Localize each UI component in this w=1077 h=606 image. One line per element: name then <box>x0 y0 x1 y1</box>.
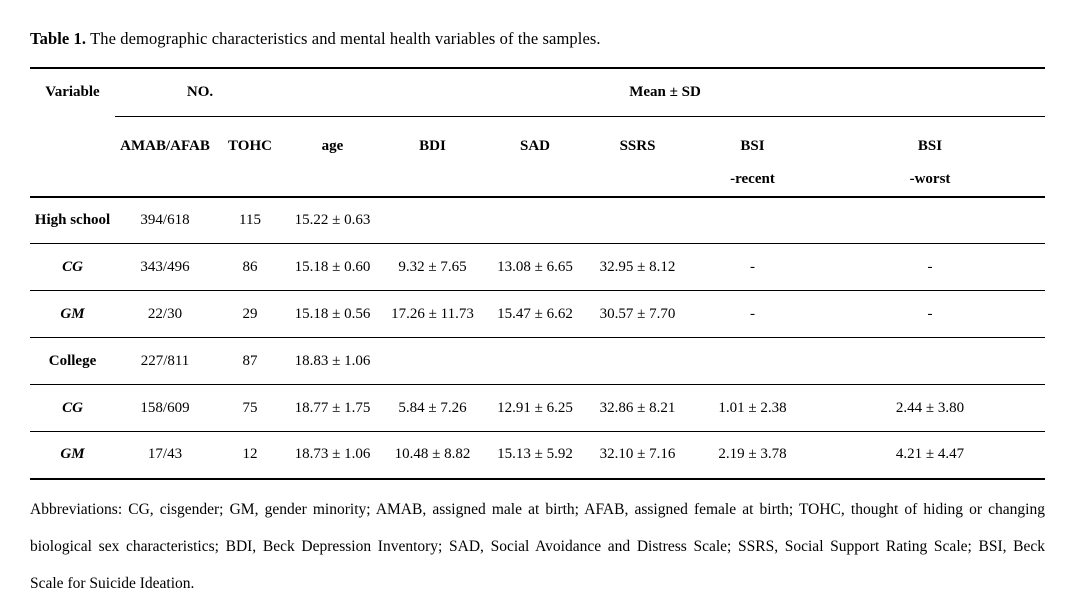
table-cell <box>815 196 1046 244</box>
table-cell <box>585 337 690 385</box>
table-row-col-cg: CG 158/609 75 18.77 ± 1.75 5.84 ± 7.26 1… <box>30 384 1046 432</box>
row-label: GM <box>60 446 85 463</box>
table-cell: 15.13 ± 5.92 <box>497 446 573 463</box>
table-cell: 158/609 <box>115 384 215 432</box>
footnote-line: biological sex characteristics; BDI, Bec… <box>30 537 1045 555</box>
header-empty <box>30 116 115 198</box>
table-row-high-school: High school 394/618 115 15.22 ± 0.63 <box>30 196 1046 244</box>
header-amab-afab: AMAB/AFAB <box>115 116 215 198</box>
header-columns-row: AMAB/AFAB TOHC age BDI SAD SSRS BSI -rec… <box>30 116 1046 198</box>
abbreviations-footnote: Abbreviations: CG, cisgender; GM, gender… <box>30 491 1045 602</box>
table-cell: 13.08 ± 6.65 <box>485 243 585 291</box>
table-cell: - <box>690 243 815 291</box>
row-label: High school <box>30 196 115 244</box>
header-bsi-recent-line1: BSI <box>740 137 765 154</box>
footnote-line: Scale for Suicide Ideation. <box>30 574 195 592</box>
header-tohc: TOHC <box>215 116 285 198</box>
row-label: CG <box>30 384 115 432</box>
table-row-col-gm: GM 17/43 12 18.73 ± 1.06 10.48 ± 8.82 15… <box>30 432 1045 479</box>
table-cell: 15.47 ± 6.62 <box>485 290 585 338</box>
table-cell: 17.26 ± 11.73 <box>380 290 485 338</box>
table-cell: 87 <box>215 337 285 385</box>
header-mean-sd: Mean ± SD <box>285 68 1046 117</box>
row-label: College <box>30 337 115 385</box>
header-variable: Variable <box>45 84 100 100</box>
row-label: GM <box>30 290 115 338</box>
table-cell: 18.77 ± 1.75 <box>285 384 380 432</box>
table-cell: 29 <box>215 290 285 338</box>
table-cell: 2.44 ± 3.80 <box>815 384 1046 432</box>
table-cell <box>690 337 815 385</box>
header-bsi-worst-line2: -worst <box>909 170 951 187</box>
header-sad: SAD <box>485 116 585 198</box>
table-cell: 227/811 <box>115 337 215 385</box>
table-cell: 343/496 <box>115 243 215 291</box>
header-age: age <box>285 116 380 198</box>
table-cell: 30.57 ± 7.70 <box>585 290 690 338</box>
table-cell: 15.18 ± 0.56 <box>285 290 380 338</box>
table-cell: - <box>815 290 1046 338</box>
table-row-hs-cg: CG 343/496 86 15.18 ± 0.60 9.32 ± 7.65 1… <box>30 243 1046 291</box>
header-no: NO. <box>115 68 285 117</box>
header-bsi-worst-line1: BSI <box>917 137 943 154</box>
table-cell: 18.83 ± 1.06 <box>285 337 380 385</box>
table-cell: 10.48 ± 8.82 <box>394 446 471 463</box>
table-caption: Table 1. The demographic characteristics… <box>30 28 1045 50</box>
table-cell: 32.86 ± 8.21 <box>585 384 690 432</box>
table-cell <box>485 196 585 244</box>
table-cell: 75 <box>215 384 285 432</box>
table-cell: 2.19 ± 3.78 <box>718 446 787 463</box>
header-bdi: BDI <box>380 116 485 198</box>
demographics-table: Variable NO. Mean ± SD AMAB/AFAB TOHC ag… <box>30 67 1046 480</box>
table-cell: 1.01 ± 2.38 <box>690 384 815 432</box>
table-row-college: College 227/811 87 18.83 ± 1.06 <box>30 337 1046 385</box>
table-cell: 32.95 ± 8.12 <box>585 243 690 291</box>
table-cell: 12 <box>242 446 258 463</box>
table-cell: 15.22 ± 0.63 <box>285 196 380 244</box>
table-cell: 32.10 ± 7.16 <box>599 446 676 463</box>
table-cell <box>485 337 585 385</box>
table-cell: - <box>690 290 815 338</box>
table-cell: 86 <box>215 243 285 291</box>
table-cell: 22/30 <box>115 290 215 338</box>
table-cell <box>585 196 690 244</box>
table-cell: 5.84 ± 7.26 <box>380 384 485 432</box>
table-caption-number: Table 1. <box>30 29 87 48</box>
table-cell: 4.21 ± 4.47 <box>895 446 965 463</box>
header-ssrs: SSRS <box>585 116 690 198</box>
header-group-row: Variable NO. Mean ± SD <box>30 68 1046 117</box>
header-bsi-recent: BSI -recent <box>690 116 815 198</box>
row-label: CG <box>30 243 115 291</box>
table-cell: 115 <box>215 196 285 244</box>
table-cell <box>690 196 815 244</box>
table-cell: 18.73 ± 1.06 <box>294 446 371 463</box>
table-cell: 394/618 <box>115 196 215 244</box>
footnote-line: Abbreviations: CG, cisgender; GM, gender… <box>30 500 1045 518</box>
table-cell: - <box>815 243 1046 291</box>
table-caption-text: The demographic characteristics and ment… <box>90 29 601 48</box>
table-cell: 12.91 ± 6.25 <box>485 384 585 432</box>
table-cell: 15.18 ± 0.60 <box>285 243 380 291</box>
table-cell <box>380 196 485 244</box>
header-bsi-recent-line2: -recent <box>730 170 775 187</box>
table-cell: 9.32 ± 7.65 <box>380 243 485 291</box>
table-cell: 17/43 <box>147 446 183 463</box>
table-cell <box>815 337 1046 385</box>
table-row-hs-gm: GM 22/30 29 15.18 ± 0.56 17.26 ± 11.73 1… <box>30 290 1046 338</box>
table-cell <box>380 337 485 385</box>
header-bsi-worst: BSI -worst <box>815 116 1046 198</box>
